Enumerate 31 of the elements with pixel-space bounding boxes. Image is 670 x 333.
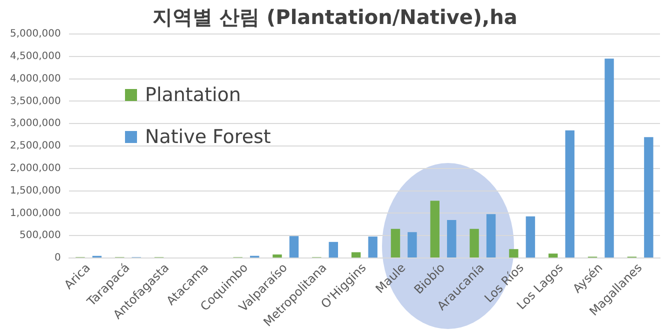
bar [486, 214, 496, 258]
bar [526, 216, 536, 258]
bar [289, 236, 299, 258]
bar [390, 228, 400, 258]
bar [565, 130, 574, 258]
bar [447, 220, 456, 258]
bar [509, 249, 518, 258]
bar [272, 254, 282, 258]
y-tick-label: 2,000,000 [10, 163, 61, 174]
chart-title: 지역별 산림 (Plantation/Native),ha [152, 5, 518, 29]
bar [470, 228, 479, 258]
bar [548, 254, 558, 258]
bar [351, 252, 361, 258]
y-tick-label: 500,000 [20, 230, 61, 242]
bar [368, 236, 378, 258]
y-tick-label: 3,500,000 [10, 96, 61, 107]
bar [408, 232, 417, 258]
y-tick-label: 5,000,000 [10, 28, 61, 40]
y-tick-label: 3,000,000 [10, 118, 61, 130]
bar [604, 58, 614, 258]
bar [430, 200, 440, 258]
y-tick-label: 4,000,000 [10, 73, 61, 84]
bar [328, 242, 338, 258]
y-tick-label: 4,500,000 [10, 51, 61, 62]
bar [644, 137, 654, 258]
y-tick-label: 2,500,000 [10, 140, 61, 152]
y-tick-label: 0 [54, 252, 61, 264]
y-tick-label: 1,000,000 [10, 208, 61, 219]
legend-label: Plantation [145, 84, 241, 106]
legend-label: Native Forest [145, 126, 271, 148]
y-tick-label: 1,500,000 [10, 185, 61, 196]
